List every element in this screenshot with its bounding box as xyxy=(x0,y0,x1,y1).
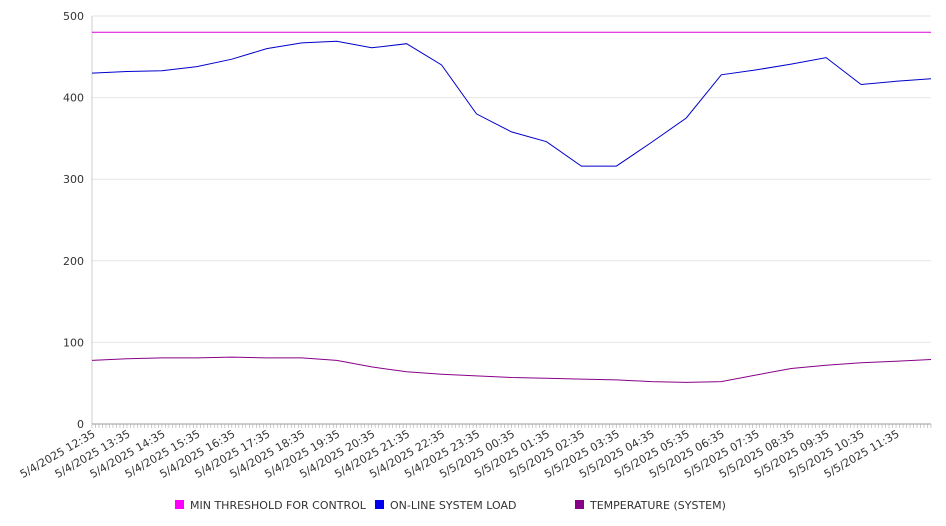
y-tick-label: 400 xyxy=(63,92,84,105)
series-group xyxy=(91,31,932,383)
axes xyxy=(91,16,932,428)
legend: MIN THRESHOLD FOR CONTROL ON-LINE SYSTEM … xyxy=(175,499,726,512)
legend-swatch xyxy=(375,500,384,509)
legend-label: TEMPERATURE (SYSTEM) xyxy=(589,499,726,512)
series-line xyxy=(91,40,932,167)
series-line xyxy=(91,356,932,383)
y-tick-label: 300 xyxy=(63,173,84,186)
legend-swatch xyxy=(175,500,184,509)
y-tick-label: 100 xyxy=(63,336,84,349)
x-tick-labels: 5/4/2025 12:355/4/2025 13:355/4/2025 14:… xyxy=(18,427,902,481)
y-tick-label: 0 xyxy=(77,418,84,431)
legend-label: ON-LINE SYSTEM LOAD xyxy=(390,499,516,512)
legend-label: MIN THRESHOLD FOR CONTROL xyxy=(190,499,367,512)
legend-swatch xyxy=(575,500,584,509)
y-tick-labels: 0 100 200 300 400 500 xyxy=(63,10,84,431)
y-tick-label: 500 xyxy=(63,10,84,23)
grid-lines xyxy=(92,15,931,343)
y-tick-label: 200 xyxy=(63,255,84,268)
